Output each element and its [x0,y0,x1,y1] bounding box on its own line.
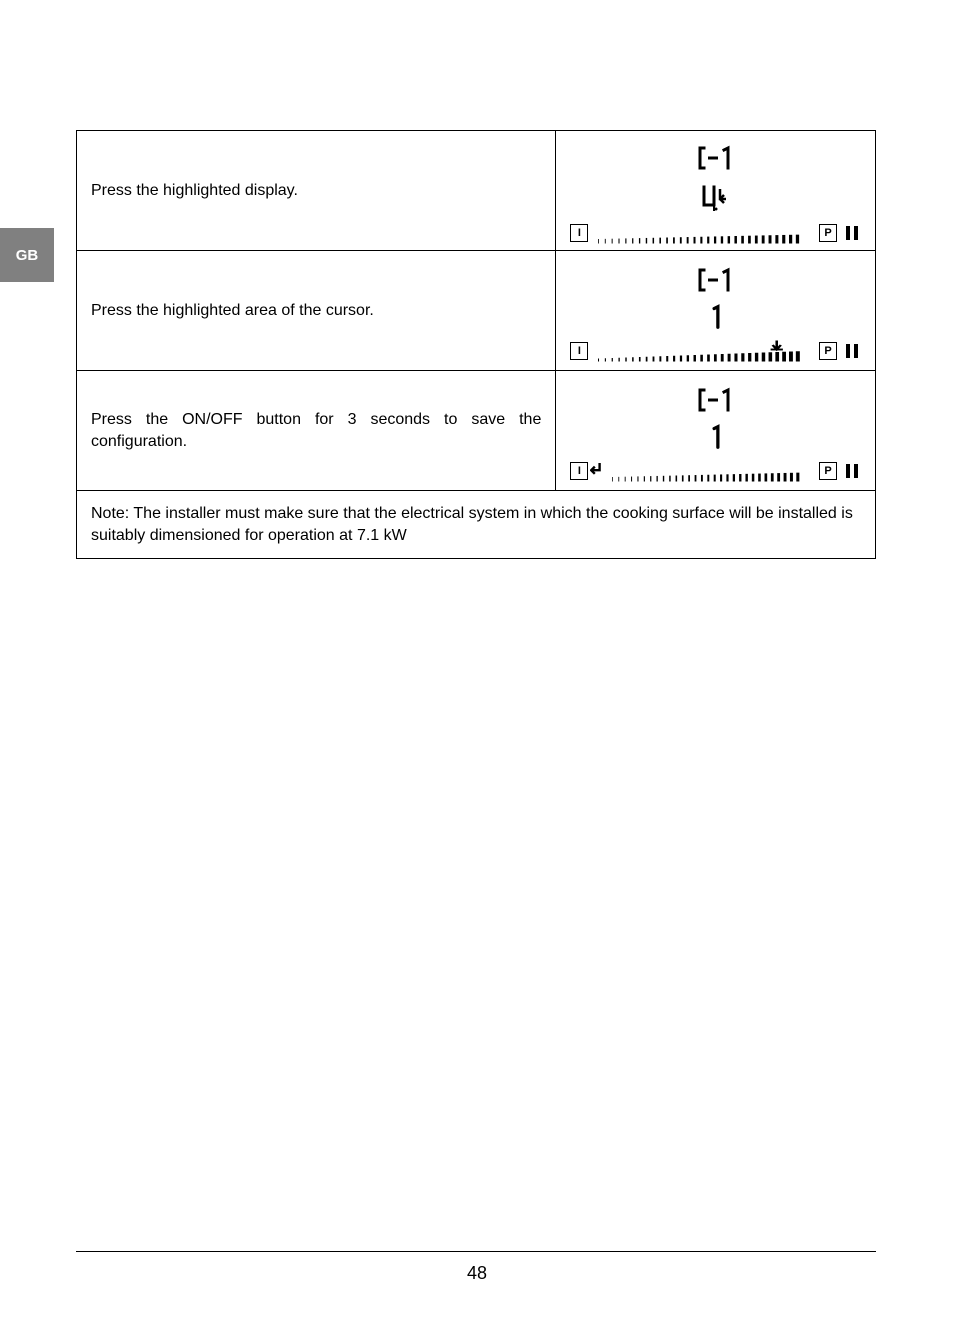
display-cell: I P [556,371,876,491]
instruction-text: Press the highlighted display. [77,131,556,251]
display-mid-glyph [696,181,736,218]
i-icon: I [570,462,588,480]
instruction-text: Press the highlighted area of the cursor… [77,251,556,371]
instructions-table: Press the highlighted display. I P Press… [76,130,876,559]
i-icon: I [570,342,588,360]
display-cell: I P [556,251,876,371]
display-top-glyph [696,144,736,177]
table-row: Press the highlighted display. I P [77,131,876,251]
footer-rule [76,1251,876,1252]
language-tab-label: GB [16,247,39,264]
display-bottom-strip: I P [570,224,861,242]
pause-icon [843,462,861,480]
enter-arrow-icon [590,462,602,480]
display-panel [570,384,861,456]
language-tab: GB [0,228,54,282]
instruction-text: Press the ON/OFF button for 3 seconds to… [77,371,556,491]
table-row: Press the ON/OFF button for 3 seconds to… [77,371,876,491]
slider-icon [612,462,803,480]
display-bottom-strip: I P [570,342,861,360]
table-row: Note: The installer must make sure that … [77,491,876,559]
pause-icon [843,342,861,360]
i-icon: I [570,224,588,242]
display-panel [570,142,861,218]
display-cell: I P [556,131,876,251]
note-text: Note: The installer must make sure that … [77,491,876,559]
p-icon: P [819,342,837,360]
pause-icon [843,224,861,242]
p-icon: P [819,462,837,480]
display-mid-glyph [707,423,725,456]
slider-icon [598,224,803,242]
p-icon: P [819,224,837,242]
display-bottom-strip: I P [570,462,861,480]
display-mid-glyph [707,303,725,336]
table-row: Press the highlighted area of the cursor… [77,251,876,371]
page-content: Press the highlighted display. I P Press… [76,130,876,559]
display-top-glyph [696,266,736,299]
display-top-glyph [696,386,736,419]
page-number: 48 [0,1263,954,1284]
display-panel [570,264,861,336]
slider-icon [598,342,803,360]
